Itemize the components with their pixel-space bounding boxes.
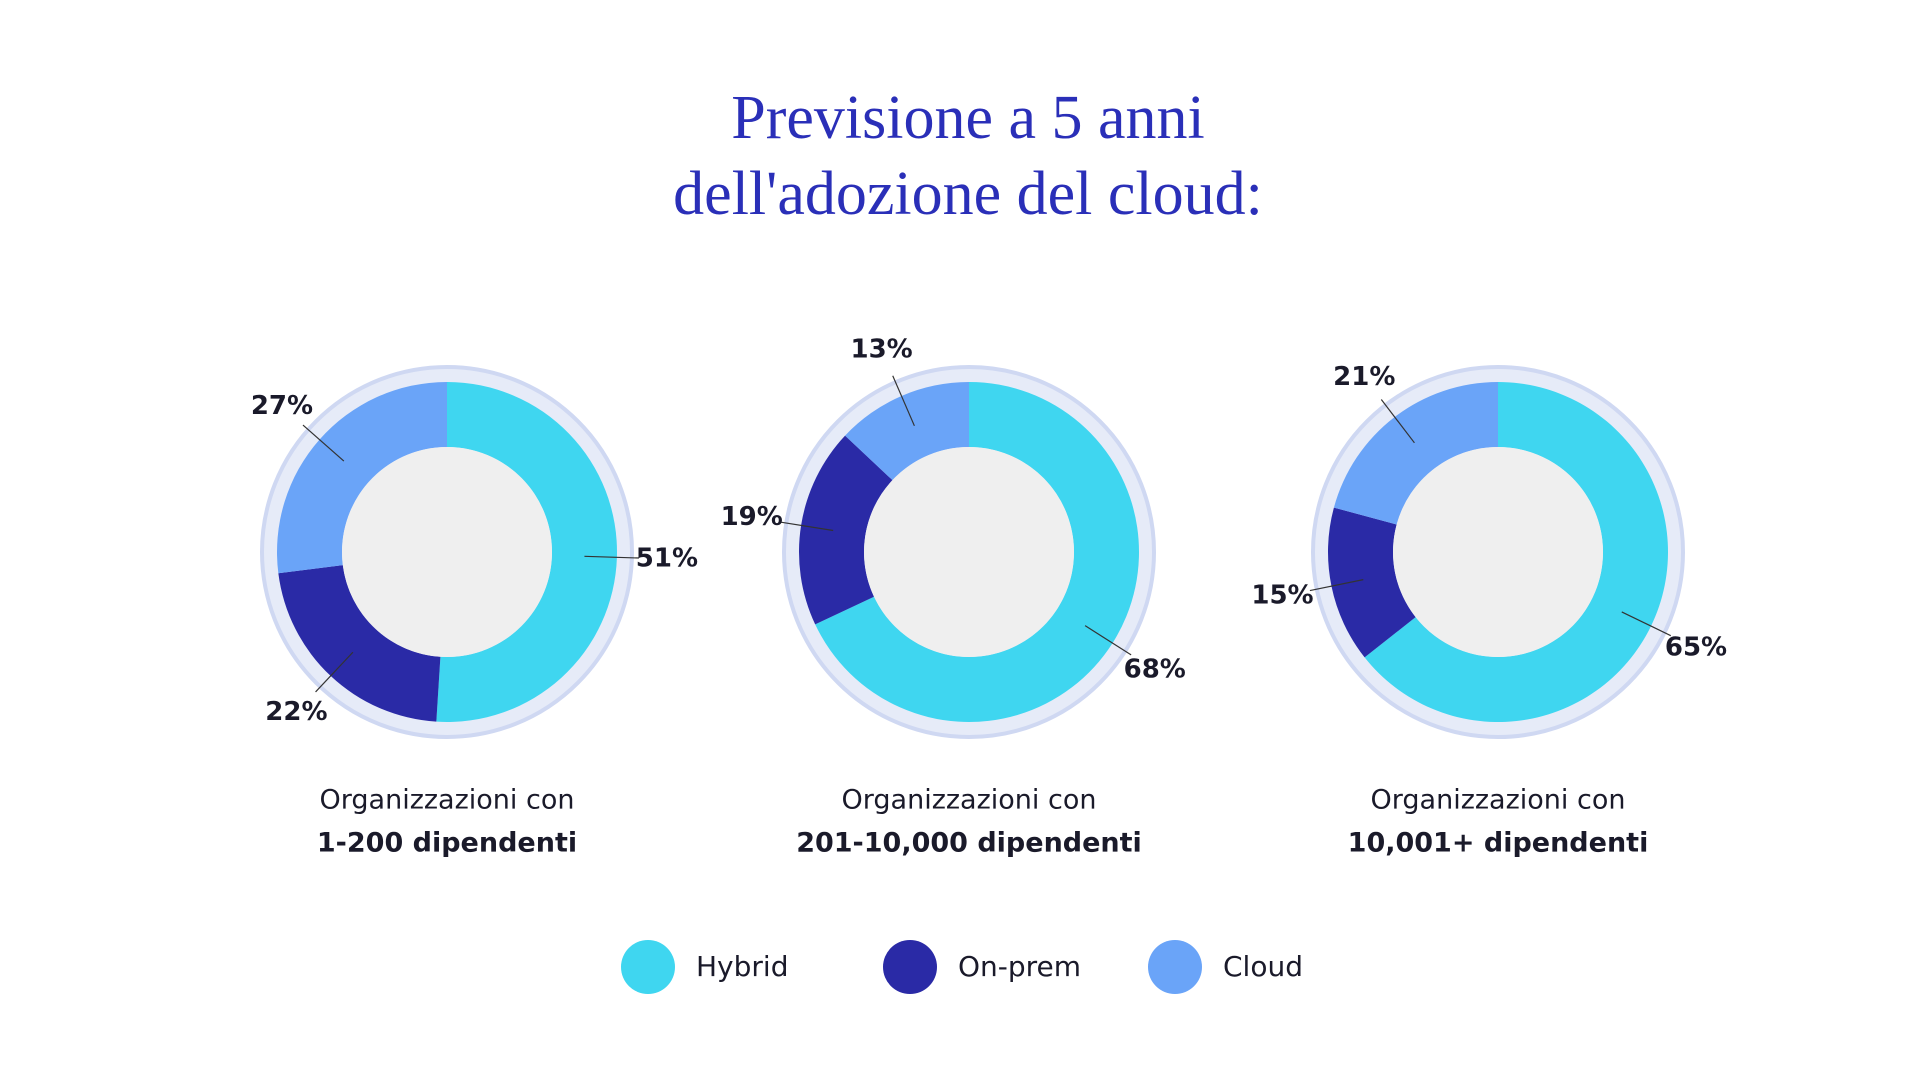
donut-segment (1364, 382, 1669, 723)
leader-line (1380, 399, 1415, 444)
donut-segment (799, 435, 893, 625)
donut-hole (1393, 447, 1603, 657)
title-line: dell'adozione del cloud: (673, 160, 1263, 228)
leader-line (1621, 611, 1672, 637)
value-label: 65% (1665, 632, 1727, 662)
value-label: 21% (1333, 362, 1395, 392)
legend-swatch (1148, 940, 1202, 994)
chart-subtitle: Organizzazioni con (842, 785, 1097, 816)
donut-segment (277, 382, 447, 574)
chart-subtitle: Organizzazioni con (320, 785, 575, 816)
donut-segment (436, 382, 617, 722)
leader-line (1084, 625, 1132, 656)
value-label: 27% (251, 391, 313, 421)
value-label: 68% (1124, 654, 1186, 684)
chart-label: 10,001+ dipendenti (1348, 828, 1649, 859)
donut-segment (278, 565, 441, 722)
leader-line (1309, 579, 1364, 592)
leader-line (302, 424, 345, 462)
leader-line (892, 375, 915, 427)
donut-segment (1328, 507, 1416, 658)
value-label: 19% (721, 502, 783, 532)
donut-segment (815, 382, 1139, 722)
value-label: 51% (636, 543, 698, 573)
donut-segment (845, 382, 969, 481)
value-label: 13% (851, 335, 913, 365)
legend-swatch (883, 940, 937, 994)
legend-label: On-prem (958, 950, 1081, 983)
legend-label: Cloud (1223, 950, 1303, 983)
leader-line (779, 521, 834, 532)
title-line: Previsione a 5 anni (731, 84, 1205, 152)
chart-label: 201-10,000 dipendenti (796, 828, 1142, 859)
legend-swatch (621, 940, 675, 994)
chart-label: 1-200 dipendenti (317, 828, 577, 859)
leader-line (315, 651, 354, 693)
leader-line (584, 555, 639, 559)
value-label: 22% (265, 697, 327, 727)
donut-hole (342, 447, 552, 657)
donut-hole (864, 447, 1074, 657)
legend-label: Hybrid (696, 950, 788, 983)
chart-subtitle: Organizzazioni con (1371, 785, 1626, 816)
value-label: 15% (1251, 581, 1313, 611)
donut-segment (1333, 382, 1498, 525)
